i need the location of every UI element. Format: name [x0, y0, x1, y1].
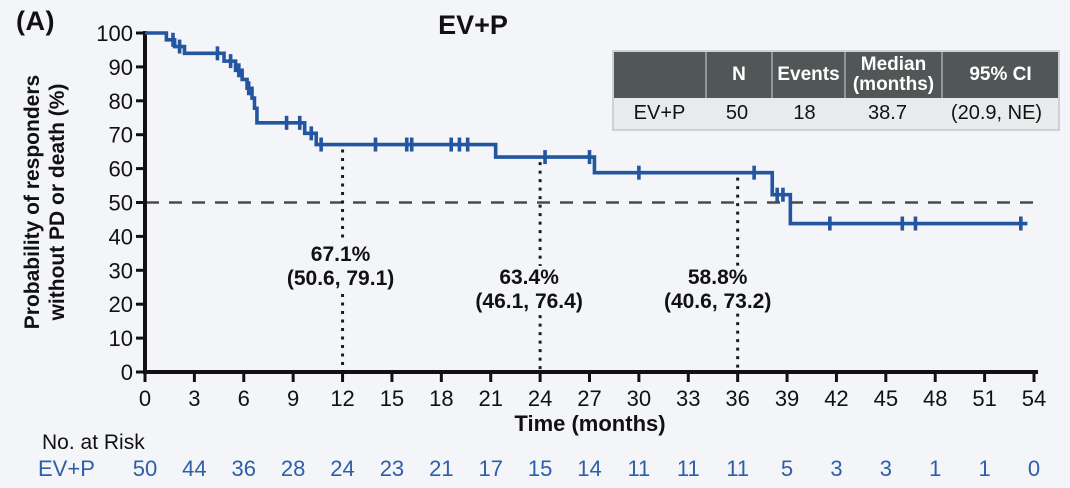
- x-tick-label: 9: [287, 386, 299, 411]
- at-risk-count-45mo: 3: [879, 456, 892, 481]
- x-tick-label: 21: [478, 386, 502, 411]
- y-tick-label: 100: [96, 21, 133, 46]
- at-risk-count-54mo: 0: [1027, 456, 1041, 481]
- x-tick-label: 30: [627, 386, 651, 411]
- x-tick-label: 18: [429, 386, 453, 411]
- at-risk-count-21mo: 17: [478, 456, 503, 481]
- summary-table-header-events: Events: [771, 52, 844, 98]
- y-tick-label: 80: [109, 89, 133, 114]
- at-risk-count-0mo: 50: [132, 456, 158, 481]
- y-tick-label: 40: [109, 224, 133, 249]
- annotation-estimate: 63.4%: [499, 266, 559, 289]
- at-risk-count-27mo: 14: [577, 456, 602, 481]
- summary-table-cell-median: 38.7: [868, 102, 907, 124]
- at-risk-count-39mo: 5: [780, 456, 794, 481]
- x-tick-label: 36: [725, 386, 749, 411]
- at-risk-count-9mo: 28: [280, 456, 306, 481]
- annotation-ci: (40.6, 73.2): [663, 289, 772, 313]
- landmark-annotation-12mo: 67.1% (50.6, 79.1): [281, 243, 400, 290]
- at-risk-count-30mo: 11: [627, 456, 651, 481]
- y-tick-label: 10: [109, 326, 133, 351]
- annotation-ci: (46.1, 76.4): [475, 289, 583, 313]
- summary-table-cell-ci: (20.9, NE): [950, 102, 1043, 124]
- at-risk-series-label: EV+P: [38, 456, 95, 481]
- at-risk-count-42mo: 3: [830, 456, 843, 481]
- x-tick-label: 42: [824, 386, 848, 411]
- summary-table-cell-n: 50: [725, 102, 749, 124]
- summary-table-header-row: N Events Median (months) 95% CI: [614, 52, 1058, 98]
- summary-table-header-ci: 95% CI: [941, 52, 1058, 98]
- at-risk-count-12mo: 24: [330, 456, 355, 481]
- summary-table-cell-events: 18: [793, 102, 816, 124]
- y-tick-label: 30: [109, 258, 133, 283]
- y-tick-label: 70: [109, 123, 133, 148]
- x-tick-label: 45: [874, 386, 898, 411]
- landmark-annotation-24mo: 63.4% (46.1, 76.4): [470, 266, 588, 313]
- at-risk-count-33mo: 11: [676, 456, 700, 481]
- at-risk-count-15mo: 23: [379, 456, 405, 481]
- summary-table-data-row: EV+P 50 18 38.7 (20.9, NE): [614, 98, 1058, 129]
- x-tick-label: 54: [1022, 386, 1046, 411]
- x-tick-label: 0: [139, 386, 151, 411]
- chart-title: EV+P: [438, 10, 508, 40]
- at-risk-count-36mo: 11: [726, 456, 750, 481]
- at-risk-count-48mo: 1: [929, 456, 942, 481]
- km-plot-canvas: 0 3 6 9 12 15 18 21 24 27 30 33 36 39 42 45 48 51 54010203…: [96, 21, 1046, 411]
- y-tick-label: 90: [109, 55, 133, 80]
- y-tick-label: 20: [109, 292, 133, 317]
- at-risk-count-6mo: 36: [231, 456, 257, 481]
- x-tick-label: 12: [330, 386, 354, 411]
- summary-table-cell-name: EV+P: [633, 102, 686, 124]
- km-curve-ev-p: [145, 31, 1028, 226]
- x-tick-label: 27: [577, 386, 601, 411]
- at-risk-count-18mo: 21: [429, 456, 454, 481]
- summary-table-header-median-line2: (months): [852, 74, 935, 95]
- x-tick-label: 39: [775, 386, 799, 411]
- annotation-ci: (50.6, 79.1): [286, 266, 395, 290]
- x-tick-label: 48: [923, 386, 947, 411]
- at-risk-count-51mo: 1: [978, 456, 991, 481]
- at-risk-count-3mo: 44: [182, 456, 207, 481]
- x-tick-label: 51: [972, 386, 996, 411]
- x-tick-label: 33: [676, 386, 700, 411]
- y-tick-label: 50: [109, 191, 133, 216]
- annotation-estimate: 58.8%: [687, 266, 748, 289]
- panel-label: (A): [16, 6, 55, 36]
- annotation-estimate: 67.1%: [310, 243, 371, 266]
- at-risk-heading: No. at Risk: [42, 431, 145, 454]
- x-tick-label: 3: [188, 386, 200, 411]
- y-tick-label: 60: [109, 157, 133, 182]
- x-axis-title: Time (months): [514, 411, 666, 436]
- summary-table-header-median-line1: Median: [860, 54, 927, 75]
- summary-table-header-median: Median (months): [844, 52, 941, 98]
- summary-table-header-n: N: [705, 52, 771, 98]
- summary-table-header-blank: [614, 52, 705, 98]
- x-tick-label: 24: [528, 386, 552, 411]
- x-tick-label: 6: [238, 386, 250, 411]
- x-tick-label: 15: [380, 386, 404, 411]
- landmark-annotation-36mo: 58.8% (40.6, 73.2): [658, 266, 777, 313]
- at-risk-count-24mo: 15: [527, 456, 553, 481]
- summary-table: N Events Median (months) 95% CI EV+P 50 …: [612, 50, 1060, 131]
- y-tick-label: 0: [121, 360, 133, 385]
